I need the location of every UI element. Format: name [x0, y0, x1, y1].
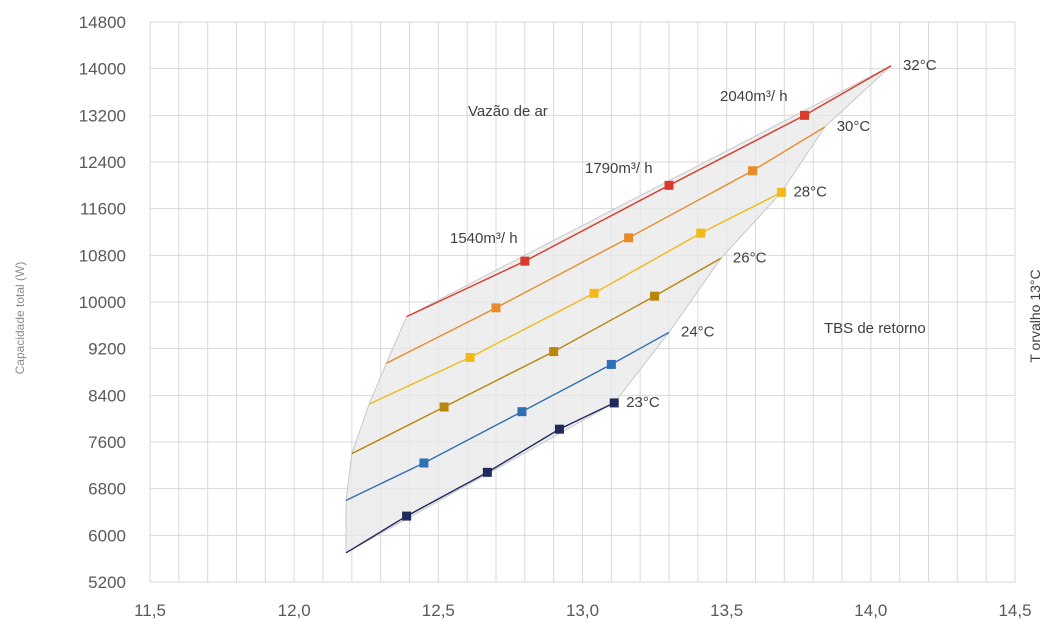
operating-region — [345, 65, 892, 554]
x-tick-label: 12,5 — [422, 601, 455, 620]
series-26c: 26°C — [351, 249, 767, 455]
data-point — [520, 256, 530, 266]
data-point — [800, 110, 810, 120]
series-layer: 23°C 24°C 26°C 28°C 30°C 32°C — [345, 57, 937, 554]
y-tick-label: 13200 — [79, 106, 126, 125]
series-label: 24°C — [681, 323, 715, 340]
annotation-vazao: Vazão de ar — [468, 103, 548, 120]
annotation-flow-2040: 2040m³/ h — [720, 88, 788, 105]
y-axis-label: Capacidade total (W) — [13, 262, 27, 375]
series-23c: 23°C — [345, 394, 660, 554]
series-label: 32°C — [903, 57, 937, 74]
series-24c: 24°C — [345, 323, 715, 501]
data-point — [650, 291, 660, 301]
annotation-flow-1790: 1790m³/ h — [585, 160, 653, 177]
series-28c: 28°C — [368, 183, 827, 405]
data-point — [419, 458, 429, 468]
data-point — [517, 407, 527, 417]
data-point — [439, 402, 449, 412]
data-point — [609, 398, 619, 408]
x-tick-label: 13,5 — [710, 601, 743, 620]
x-tick-label: 13,0 — [566, 601, 599, 620]
x-tick-label: 12,0 — [278, 601, 311, 620]
y-tick-label: 12400 — [79, 153, 126, 172]
series-label: 26°C — [733, 249, 767, 266]
y-tick-label: 6000 — [88, 526, 126, 545]
x-tick-label: 11,5 — [134, 601, 166, 620]
annotation-tbs: TBS de retorno — [824, 320, 926, 337]
data-point — [624, 233, 634, 243]
data-point — [491, 303, 501, 313]
data-point — [696, 228, 706, 238]
y-tick-label: 8400 — [88, 386, 126, 405]
y-tick-label: 5200 — [88, 573, 126, 592]
y-tick-label: 7600 — [88, 433, 126, 452]
series-label: 28°C — [793, 183, 827, 200]
y-tick-label: 10000 — [79, 293, 126, 312]
series-30c: 30°C — [386, 118, 871, 364]
y-tick-label: 10800 — [79, 246, 126, 265]
data-point — [589, 288, 599, 298]
right-axis-label: T orvalho 13°C — [1027, 269, 1043, 362]
data-point — [482, 467, 492, 477]
data-point — [748, 166, 758, 176]
x-tick-label: 14,0 — [854, 601, 887, 620]
series-label: 23°C — [626, 394, 660, 411]
y-axis-ticks: 5200 6000 6800 7600 8400 9200 10000 10800 11600 1… — [79, 13, 126, 592]
y-tick-label: 14000 — [79, 60, 126, 79]
data-point — [554, 424, 564, 434]
data-point — [549, 347, 559, 357]
annotation-flow-1540: 1540m³/ h — [450, 230, 518, 247]
series-32c: 32°C — [406, 57, 937, 318]
data-point — [402, 511, 412, 521]
y-tick-label: 14800 — [79, 13, 126, 32]
y-tick-label: 9200 — [88, 340, 126, 359]
y-tick-label: 11600 — [80, 200, 126, 219]
y-tick-label: 6800 — [88, 480, 126, 499]
series-label: 30°C — [837, 118, 871, 135]
data-point — [664, 180, 674, 190]
data-point — [465, 352, 475, 362]
data-point — [606, 359, 616, 369]
x-axis-ticks: 11,5 12,0 12,5 13,0 13,5 14,0 14,5 — [134, 601, 1031, 620]
data-point — [776, 187, 786, 197]
x-tick-label: 14,5 — [998, 601, 1031, 620]
